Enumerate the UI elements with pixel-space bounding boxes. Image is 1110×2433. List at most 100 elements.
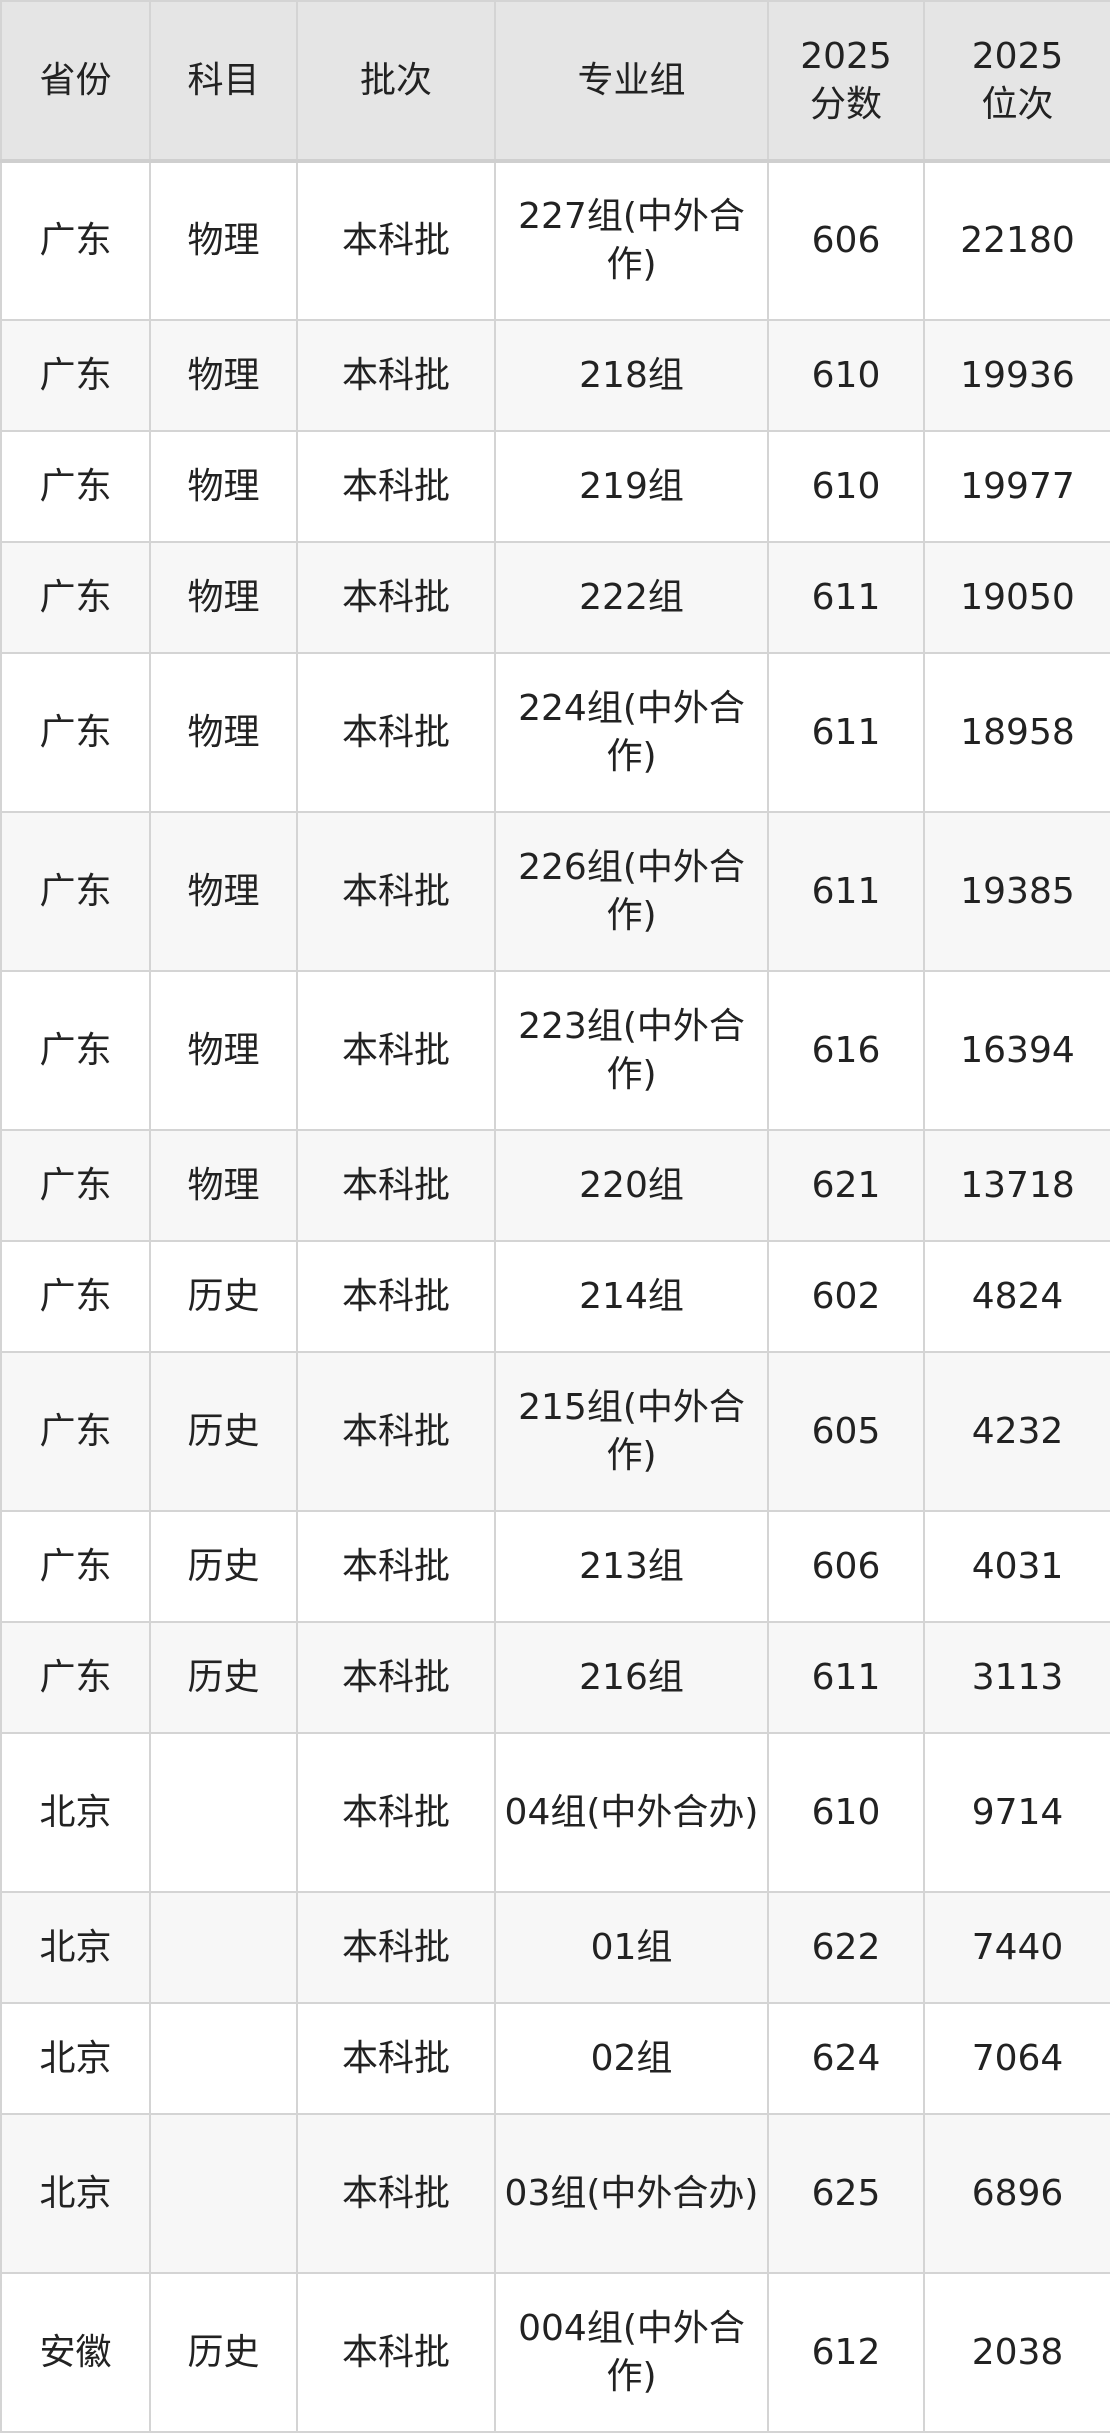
cell-province: 广东 [0,430,151,543]
cell-province: 安徽 [0,2272,151,2433]
table-row: 广东 物理 本科批 227组(中外合作) 606 22180 [0,160,1110,321]
cell-score: 616 [767,970,925,1131]
table-row: 北京 本科批 02组 624 7064 [0,2002,1110,2115]
table-row: 北京 本科批 04组(中外合办) 610 9714 [0,1732,1110,1893]
table-row: 广东 物理 本科批 220组 621 13718 [0,1129,1110,1242]
cell-score: 610 [767,430,925,543]
table-row: 广东 历史 本科批 213组 606 4031 [0,1510,1110,1623]
cell-batch: 本科批 [296,2113,496,2274]
cell-batch: 本科批 [296,319,496,432]
cell-score: 605 [767,1351,925,1512]
cell-subject: 物理 [149,319,298,432]
cell-province: 广东 [0,1129,151,1242]
cell-province: 北京 [0,1732,151,1893]
cell-subject: 物理 [149,652,298,813]
cell-group: 218组 [494,319,769,432]
cell-subject [149,2002,298,2115]
cell-subject: 历史 [149,1510,298,1623]
cell-subject: 物理 [149,970,298,1131]
cell-group: 222组 [494,541,769,654]
cell-group: 04组(中外合办) [494,1732,769,1893]
cell-rank: 2038 [923,2272,1110,2433]
cell-batch: 本科批 [296,160,496,321]
cell-score: 625 [767,2113,925,2274]
cell-subject: 物理 [149,811,298,972]
cell-subject: 物理 [149,1129,298,1242]
cell-subject: 历史 [149,2272,298,2433]
cell-score: 611 [767,541,925,654]
cell-subject: 历史 [149,1240,298,1353]
cell-group: 004组(中外合作) [494,2272,769,2433]
table-header-row: 省份 科目 批次 专业组 2025 分数 2025 位次 [0,0,1110,163]
cell-province: 北京 [0,2002,151,2115]
header-score: 2025 分数 [767,0,925,163]
cell-group: 216组 [494,1621,769,1734]
cell-group: 01组 [494,1891,769,2004]
cell-batch: 本科批 [296,1240,496,1353]
cell-batch: 本科批 [296,1732,496,1893]
cell-group: 226组(中外合作) [494,811,769,972]
cell-group: 223组(中外合作) [494,970,769,1131]
cell-score: 624 [767,2002,925,2115]
cell-province: 广东 [0,652,151,813]
cell-score: 611 [767,811,925,972]
cell-province: 广东 [0,319,151,432]
table-row: 广东 物理 本科批 222组 611 19050 [0,541,1110,654]
cell-batch: 本科批 [296,970,496,1131]
cell-province: 广东 [0,811,151,972]
cell-rank: 19050 [923,541,1110,654]
cell-subject [149,2113,298,2274]
cell-batch: 本科批 [296,652,496,813]
cell-group: 03组(中外合办) [494,2113,769,2274]
cell-rank: 22180 [923,160,1110,321]
cell-score: 602 [767,1240,925,1353]
cell-group: 215组(中外合作) [494,1351,769,1512]
table-row: 广东 物理 本科批 219组 610 19977 [0,430,1110,543]
cell-batch: 本科批 [296,541,496,654]
header-group: 专业组 [494,0,769,163]
cell-batch: 本科批 [296,811,496,972]
table-row: 北京 本科批 03组(中外合办) 625 6896 [0,2113,1110,2274]
cell-group: 02组 [494,2002,769,2115]
table-row: 北京 本科批 01组 622 7440 [0,1891,1110,2004]
cell-score: 611 [767,1621,925,1734]
table-row: 广东 物理 本科批 218组 610 19936 [0,319,1110,432]
cell-subject: 物理 [149,541,298,654]
cell-rank: 7064 [923,2002,1110,2115]
cell-rank: 19385 [923,811,1110,972]
cell-batch: 本科批 [296,430,496,543]
table-row: 广东 物理 本科批 223组(中外合作) 616 16394 [0,970,1110,1131]
cell-subject: 历史 [149,1621,298,1734]
cell-province: 广东 [0,970,151,1131]
cell-batch: 本科批 [296,2002,496,2115]
header-province: 省份 [0,0,151,163]
cell-rank: 4232 [923,1351,1110,1512]
header-batch: 批次 [296,0,496,163]
cell-subject: 历史 [149,1351,298,1512]
table-row: 广东 历史 本科批 216组 611 3113 [0,1621,1110,1734]
cell-province: 广东 [0,1621,151,1734]
cell-province: 广东 [0,1351,151,1512]
table-row: 广东 历史 本科批 215组(中外合作) 605 4232 [0,1351,1110,1512]
cell-score: 610 [767,1732,925,1893]
cell-score: 610 [767,319,925,432]
cell-batch: 本科批 [296,2272,496,2433]
cell-subject [149,1732,298,1893]
cell-rank: 13718 [923,1129,1110,1242]
cell-rank: 4031 [923,1510,1110,1623]
cell-score: 606 [767,160,925,321]
cell-province: 北京 [0,2113,151,2274]
cell-group: 213组 [494,1510,769,1623]
cell-group: 224组(中外合作) [494,652,769,813]
cell-score: 621 [767,1129,925,1242]
cell-rank: 18958 [923,652,1110,813]
table-row: 广东 物理 本科批 224组(中外合作) 611 18958 [0,652,1110,813]
cell-rank: 16394 [923,970,1110,1131]
cell-group: 219组 [494,430,769,543]
cell-group: 227组(中外合作) [494,160,769,321]
cell-batch: 本科批 [296,1510,496,1623]
cell-province: 广东 [0,1240,151,1353]
cell-province: 广东 [0,541,151,654]
cell-batch: 本科批 [296,1129,496,1242]
